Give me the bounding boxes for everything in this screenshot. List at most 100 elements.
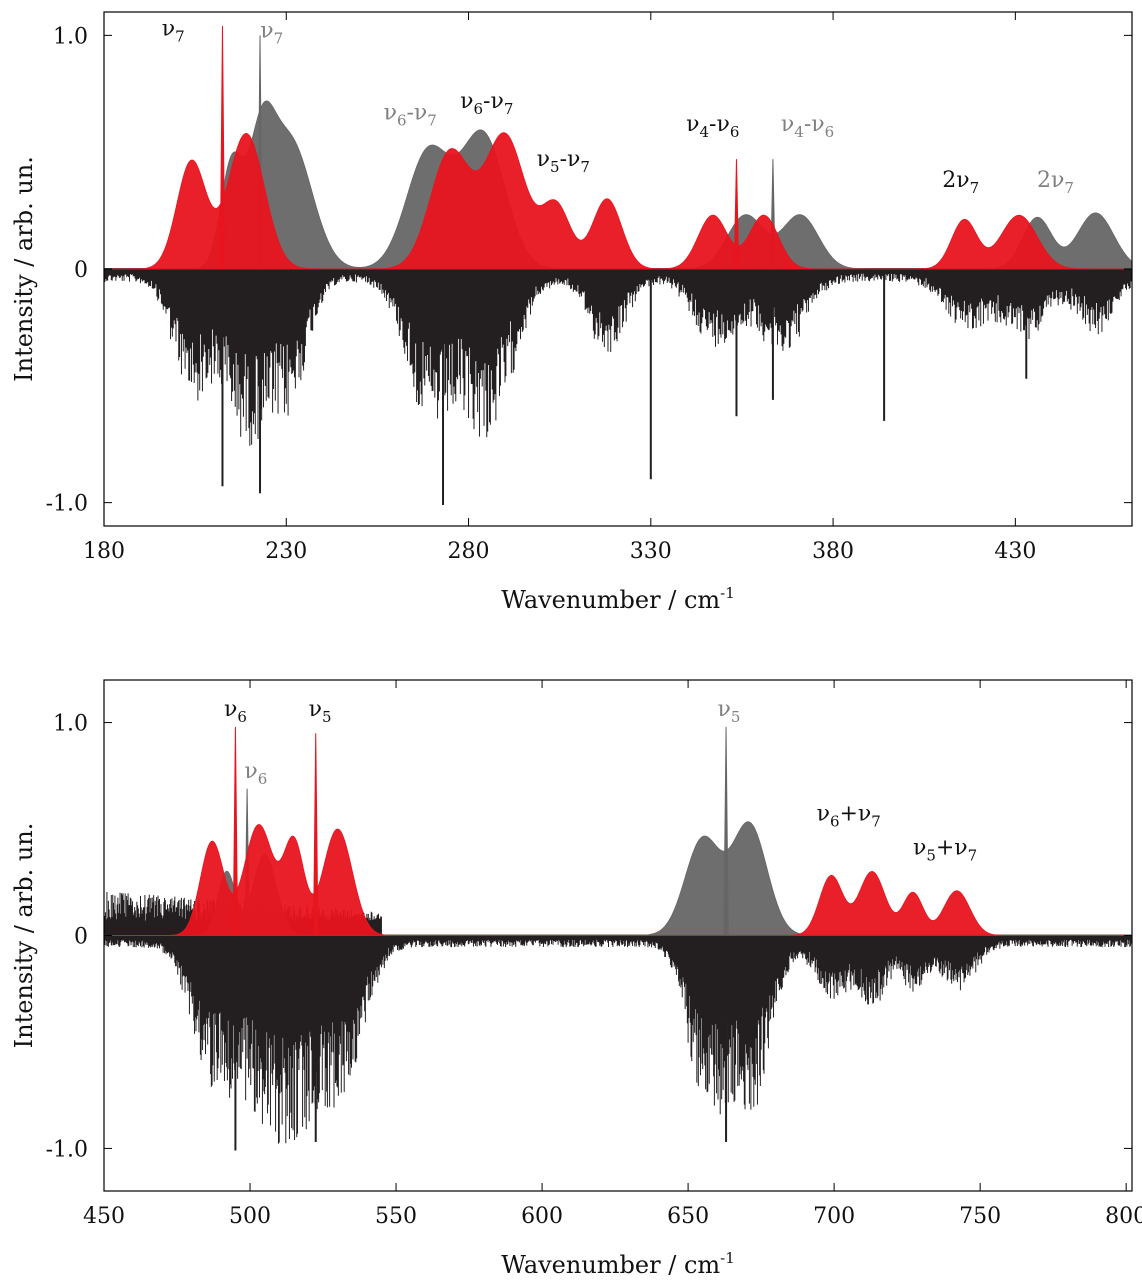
x-tick-label: 600 [521, 1204, 563, 1229]
peak-label: ν6 [244, 759, 267, 788]
peak-label-part: 4 [794, 123, 804, 141]
peak-label-part: 7 [968, 847, 978, 865]
peak-label-part: 5 [926, 847, 936, 865]
peak-label-part: -ν [406, 100, 427, 125]
x-axis-title: Wavenumber / cm-1 [501, 1249, 735, 1279]
peak-label: ν6-ν7 [384, 100, 437, 129]
x-axis-title-sup: -1 [720, 584, 735, 602]
experiment-trace [104, 892, 1132, 1144]
x-tick-label: 450 [83, 1204, 125, 1229]
peak-label-part: 7 [504, 100, 514, 118]
peak-label-part: +ν [936, 836, 968, 861]
peak-label-part: -ν [483, 89, 504, 114]
peak-label-part: ν [781, 112, 794, 137]
peak-label-part: +ν [839, 802, 871, 827]
peak-label: ν7 [260, 19, 283, 48]
y-tick-label: 0 [74, 258, 88, 283]
calc-red-spike [733, 159, 740, 270]
peak-label-part: ν [817, 802, 830, 827]
top-spectrum-panel: 180 230 280 330 380 430 1.0 0 -1.0 Wavenumber / c… [10, 11, 1133, 614]
peak-label-part: 7 [1064, 179, 1074, 197]
peak-label-part: 6 [730, 123, 740, 141]
peak-label-part: 5 [550, 158, 560, 176]
x-tick-label: 750 [959, 1204, 1001, 1229]
x-tick-label: 180 [83, 539, 125, 564]
y-axis-title: Intensity / arb. un. [10, 156, 38, 382]
x-tick-label: 330 [630, 539, 672, 564]
y-tick-label: 1.0 [53, 712, 88, 737]
y-tick-label: 1.0 [53, 24, 88, 49]
calc-red-spike [313, 733, 319, 936]
peak-label-part: 4 [700, 123, 710, 141]
x-tick-label: 280 [448, 539, 490, 564]
bottom-spectrum-panel: 450 500 550 600 650 700 750 800 1.0 0 -1.0 Wavenumb… [10, 679, 1142, 1279]
peak-label-part: -ν [804, 112, 825, 137]
x-tick-label: 650 [667, 1204, 709, 1229]
peak-label-part: 6 [830, 813, 840, 831]
x-tick-label: 230 [265, 539, 307, 564]
experiment-trace [104, 268, 1132, 446]
peak-label-part: ν [309, 697, 322, 722]
peak-label: ν4-ν6 [781, 112, 834, 141]
peak-label: ν5+ν7 [913, 836, 977, 865]
peak-label: ν6+ν7 [817, 802, 881, 831]
peak-label-part: -ν [709, 112, 730, 137]
peak-label-part: 7 [427, 111, 437, 129]
peak-label-part: 2ν [1037, 168, 1064, 193]
peak-label-part: 7 [274, 30, 284, 48]
peak-label-part: ν [384, 100, 397, 125]
peak-label-part: 6 [258, 770, 268, 788]
peak-label-part: 7 [871, 813, 881, 831]
peak-label-part: ν [913, 836, 926, 861]
x-tick-label: 700 [813, 1204, 855, 1229]
x-axis-title-main: Wavenumber / cm [501, 586, 720, 614]
x-axis-title-main: Wavenumber / cm [501, 1251, 720, 1279]
x-axis-title-sup: -1 [720, 1249, 735, 1267]
peak-label-part: 6 [825, 123, 835, 141]
calc-red-spike [219, 26, 226, 270]
peak-label-part: 5 [731, 708, 741, 726]
peak-label-part: ν [537, 147, 550, 172]
calc-red-spike [232, 726, 239, 936]
x-axis-title: Wavenumber / cm-1 [501, 584, 735, 614]
peak-label-part: 7 [580, 158, 590, 176]
peak-label-part: 5 [322, 708, 332, 726]
peak-label-part: ν [244, 759, 257, 784]
peak-label-part: ν [460, 89, 473, 114]
peak-label: ν7 [162, 16, 185, 45]
peak-label-part: -ν [560, 147, 581, 172]
calc-red-area [104, 824, 1132, 936]
peak-label-part: 6 [397, 111, 407, 129]
peak-label: ν4-ν6 [686, 112, 739, 141]
peak-label-part: ν [224, 697, 237, 722]
peak-label-part: 6 [474, 100, 484, 118]
calc-grey-spike [723, 726, 729, 936]
peak-label-part: ν [686, 112, 699, 137]
peak-label: ν6-ν7 [460, 89, 513, 118]
peak-label-part: ν [718, 697, 731, 722]
plot-area [104, 726, 1132, 1151]
peak-label-part: ν [162, 16, 175, 41]
x-tick-label: 800 [1105, 1204, 1142, 1229]
calc-red-area [104, 132, 1132, 270]
peak-label: ν5-ν7 [537, 147, 590, 176]
peak-label-part: 6 [237, 708, 247, 726]
y-tick-label: -1.0 [46, 1137, 88, 1162]
x-tick-label: 430 [994, 539, 1036, 564]
peak-label-part: 7 [970, 179, 980, 197]
plot-area [104, 26, 1132, 505]
y-tick-label: -1.0 [46, 492, 88, 517]
peak-label: 2ν7 [942, 168, 979, 197]
y-tick-label: 0 [74, 925, 88, 950]
peak-label-part: 7 [175, 27, 185, 45]
y-axis-title: Intensity / arb. un. [10, 823, 38, 1049]
x-tick-label: 380 [812, 539, 854, 564]
peak-label: ν6 [224, 697, 247, 726]
peak-label: ν5 [718, 697, 741, 726]
x-tick-label: 550 [375, 1204, 417, 1229]
peak-label-part: 2ν [942, 168, 969, 193]
x-tick-label: 500 [229, 1204, 271, 1229]
peak-label: 2ν7 [1037, 168, 1074, 197]
peak-label: ν5 [309, 697, 332, 726]
